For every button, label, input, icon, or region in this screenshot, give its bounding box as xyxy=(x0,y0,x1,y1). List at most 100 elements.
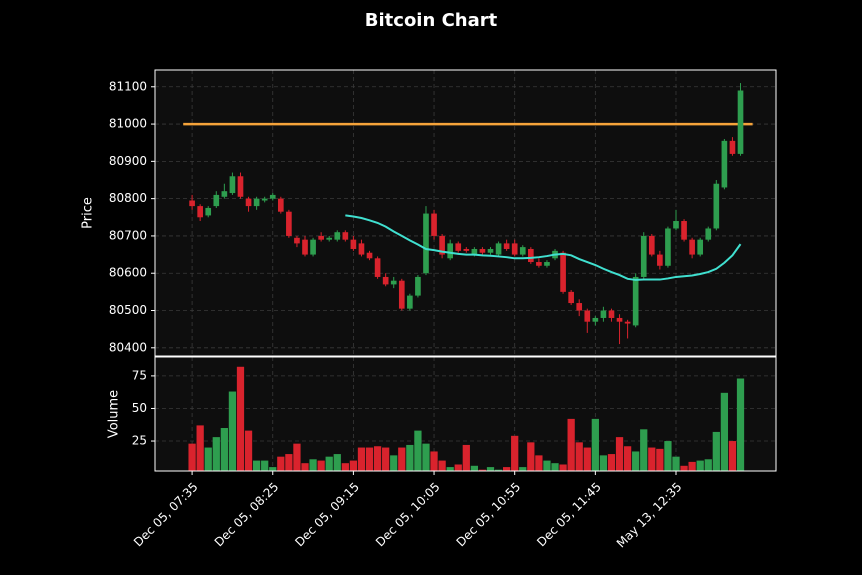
candle-body xyxy=(439,235,445,255)
volume-bar xyxy=(591,418,599,471)
candle-body xyxy=(544,262,550,266)
moving-average xyxy=(345,214,742,281)
candle-body xyxy=(366,252,373,259)
candle-body xyxy=(471,248,478,255)
volume-bar xyxy=(204,447,212,471)
candle-body xyxy=(495,243,502,255)
volume-bar xyxy=(535,455,543,471)
volume-bar xyxy=(212,437,220,471)
volume-bar xyxy=(365,447,374,471)
volume-bar xyxy=(704,459,712,471)
candle-body xyxy=(463,248,470,251)
candle-body xyxy=(189,200,195,207)
volume-bar xyxy=(664,441,672,471)
candle-body xyxy=(398,280,405,309)
volume-bar xyxy=(736,378,745,471)
candle-body xyxy=(737,90,744,154)
volume-tick-label: 50 xyxy=(132,401,147,415)
volume-bar xyxy=(648,447,656,471)
candle-body xyxy=(568,291,574,304)
volume-bar xyxy=(551,463,559,471)
volume-bar xyxy=(422,443,430,471)
candle-body xyxy=(632,276,639,326)
volume-bar xyxy=(527,442,535,471)
volume-bar xyxy=(414,430,422,471)
candle-body xyxy=(197,206,203,218)
volume-frame xyxy=(154,356,777,472)
candle-body xyxy=(624,321,631,324)
volume-bar xyxy=(672,456,680,471)
candle-body xyxy=(334,232,341,240)
candle-body xyxy=(358,243,365,255)
candle-body xyxy=(528,248,534,263)
volume-bar xyxy=(301,463,309,471)
candle-body xyxy=(310,239,316,255)
volume-bar xyxy=(285,454,293,471)
candle-body xyxy=(697,239,704,255)
volume-bar xyxy=(478,469,487,471)
volume-bar xyxy=(357,447,366,471)
volume-bar xyxy=(494,469,503,471)
volume-bar xyxy=(398,447,406,471)
candle-body xyxy=(689,239,695,255)
candle-body xyxy=(213,194,220,207)
volume-bar xyxy=(503,467,511,471)
volume-bar xyxy=(438,460,446,471)
volume-tick-label: 25 xyxy=(132,434,147,448)
candle-body xyxy=(721,140,728,188)
volume-bar xyxy=(640,429,648,471)
candle-body xyxy=(673,221,679,229)
candle-body xyxy=(261,198,268,201)
price-frame xyxy=(154,69,777,357)
volume-bar xyxy=(228,391,237,471)
volume-bar xyxy=(632,451,640,471)
candle-body xyxy=(318,235,324,240)
y-tick-label: 80800 xyxy=(109,191,147,205)
volume-bar xyxy=(252,460,261,471)
volume-bar xyxy=(519,467,527,471)
candle-body xyxy=(455,243,462,251)
volume-bar xyxy=(293,443,301,471)
candle-body xyxy=(423,213,429,274)
candle-body xyxy=(269,194,276,199)
chart-title: Bitcoin Chart xyxy=(365,10,498,31)
volume-bar xyxy=(486,467,495,471)
volume-bar xyxy=(406,444,414,471)
volume-bar xyxy=(656,448,664,471)
candle-body xyxy=(616,317,623,322)
candle-body xyxy=(253,198,260,207)
volume-bar xyxy=(607,454,616,471)
y-tick-label: 80900 xyxy=(109,154,147,168)
candle-body xyxy=(592,317,599,322)
candle-body xyxy=(237,176,244,197)
y-tick-label: 80400 xyxy=(109,340,147,354)
marks xyxy=(183,83,753,471)
volume-axis-label: Volume xyxy=(107,390,122,438)
volume-bar xyxy=(236,366,245,471)
y-axis-label: Price xyxy=(81,197,96,229)
volume-bar xyxy=(244,430,253,471)
candle-body xyxy=(407,295,413,309)
candle-body xyxy=(431,213,437,236)
volume-bar xyxy=(373,446,382,471)
candle-body xyxy=(374,258,381,277)
volume-tick-label: 75 xyxy=(132,368,147,382)
y-tick-label: 81000 xyxy=(109,117,147,131)
candle-body xyxy=(576,303,583,311)
volume-bar xyxy=(333,454,341,471)
candle-body xyxy=(286,211,292,236)
volume-bar xyxy=(196,425,204,471)
y-tick-label: 80600 xyxy=(109,266,147,280)
volume-bar xyxy=(220,428,228,471)
volume-bar xyxy=(325,456,333,471)
candle-body xyxy=(342,232,349,240)
volume-bar xyxy=(511,435,519,471)
candle-body xyxy=(713,183,720,229)
candle-body xyxy=(705,228,712,240)
volume-bar xyxy=(583,447,591,471)
volume-bar xyxy=(446,467,454,471)
candle-body xyxy=(277,198,284,212)
volume-bar xyxy=(277,456,285,471)
volume-bar xyxy=(680,465,688,471)
